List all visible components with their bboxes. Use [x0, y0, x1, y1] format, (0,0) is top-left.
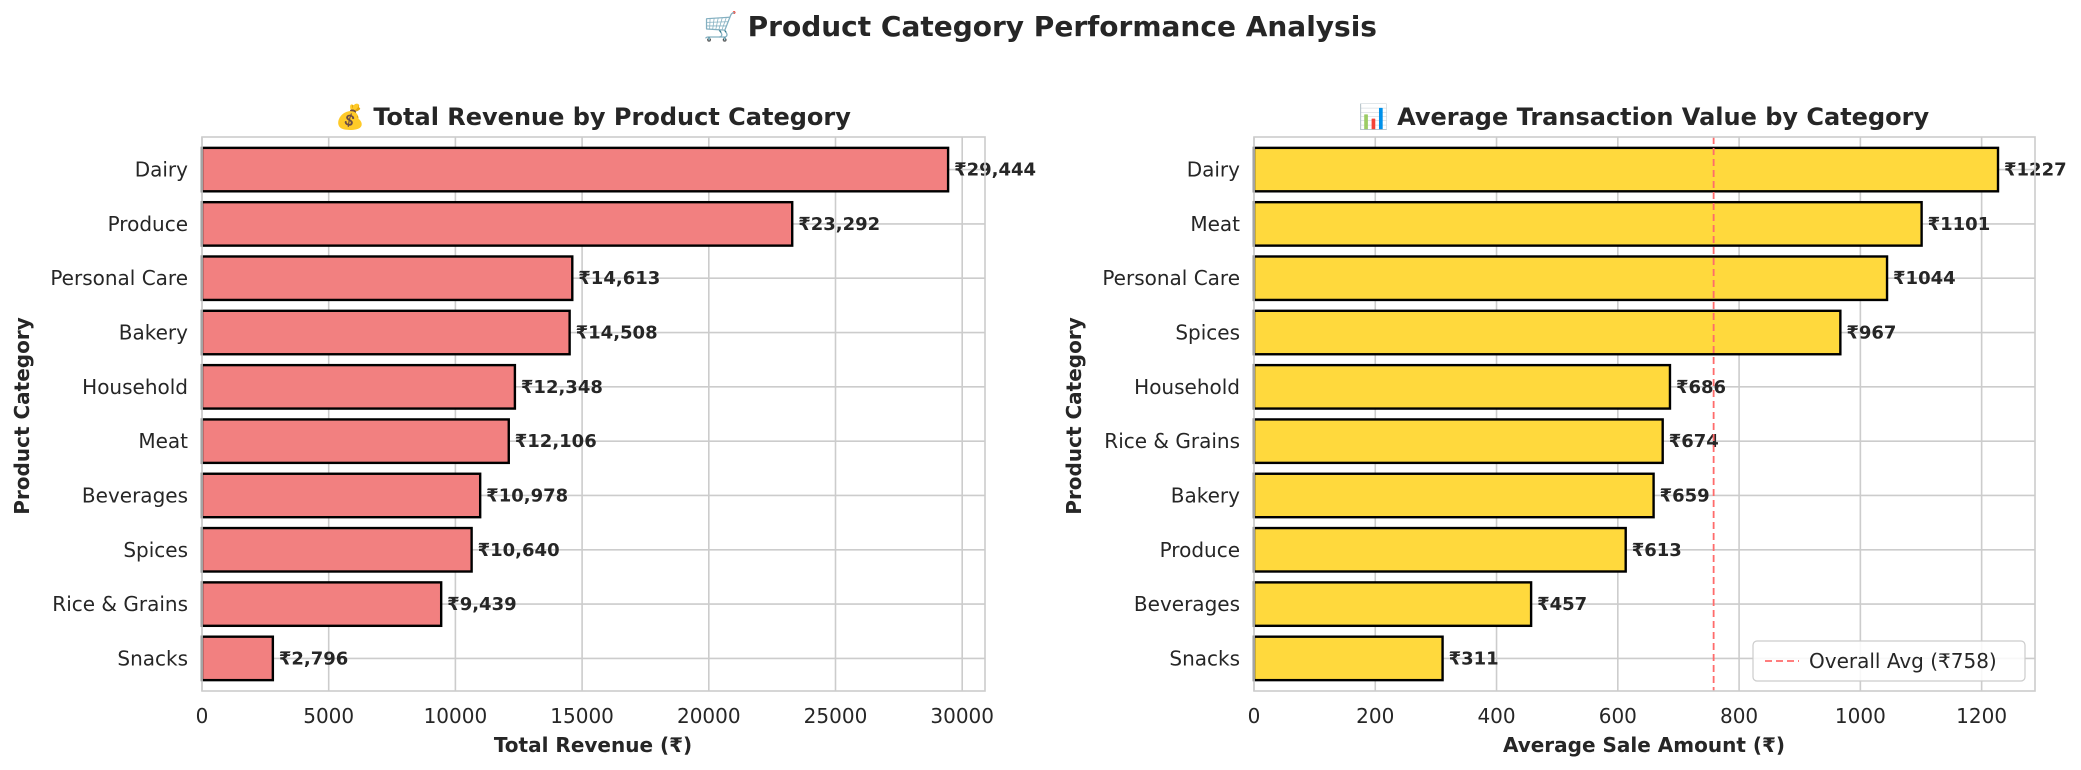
avg-transaction-value-label: ₹457	[1537, 594, 1587, 615]
avg-transaction-value-label: ₹674	[1669, 431, 1719, 452]
avg-transaction-axes-frame	[1253, 136, 2036, 692]
revenue-category-label: Rice & Grains	[52, 592, 188, 616]
avg-transaction-bar	[1252, 581, 1533, 628]
avg-transaction-category-label: Meat	[1190, 212, 1240, 236]
revenue-x-tick-label: 25000	[804, 704, 868, 728]
avg-transaction-chart-panel: 📊 Average Transaction Value by Category …	[1062, 103, 2067, 757]
avg-transaction-bar	[1252, 418, 1664, 465]
revenue-x-tick-label: 15000	[550, 704, 614, 728]
revenue-chart-title: 💰 Total Revenue by Product Category	[335, 103, 851, 131]
revenue-bar	[200, 146, 950, 193]
avg-transaction-category-label: Bakery	[1171, 483, 1240, 507]
avg-transaction-category-label: Rice & Grains	[1104, 429, 1240, 453]
revenue-value-label: ₹14,508	[576, 323, 658, 344]
revenue-category-label: Dairy	[135, 158, 188, 182]
revenue-axes-frame	[201, 136, 986, 692]
revenue-x-tick-label: 30000	[930, 704, 994, 728]
avg-transaction-bar	[1252, 146, 2000, 193]
avg-transaction-bar	[1252, 635, 1444, 682]
legend-box	[1752, 640, 2026, 682]
avg-transaction-y-axis-label: Product Category	[1062, 317, 1086, 514]
avg-transaction-value-label: ₹1044	[1893, 268, 1956, 289]
revenue-x-tick-label: 5000	[303, 704, 354, 728]
revenue-bar	[200, 581, 443, 628]
avg-transaction-bar	[1252, 472, 1655, 519]
revenue-bar	[200, 635, 275, 682]
revenue-category-label: Bakery	[119, 321, 188, 345]
revenue-y-axis-label: Product Category	[10, 317, 34, 514]
avg-transaction-bar	[1252, 526, 1627, 573]
revenue-bar	[200, 255, 574, 302]
revenue-chart-panel: 💰 Total Revenue by Product Category Tota…	[10, 103, 1036, 757]
revenue-category-label: Produce	[108, 212, 188, 236]
avg-transaction-category-label: Personal Care	[1102, 266, 1240, 290]
revenue-value-label: ₹29,444	[954, 160, 1036, 181]
revenue-value-label: ₹14,613	[578, 268, 660, 289]
avg-transaction-bar	[1252, 363, 1672, 410]
revenue-bar	[200, 472, 482, 519]
revenue-value-label: ₹23,292	[798, 214, 880, 235]
avg-transaction-x-tick-label: 0	[1248, 704, 1261, 728]
revenue-bar	[200, 418, 510, 465]
revenue-category-label: Personal Care	[50, 266, 188, 290]
revenue-x-tick-label: 20000	[677, 704, 741, 728]
revenue-category-label: Spices	[123, 538, 188, 562]
revenue-bar	[200, 363, 517, 410]
avg-transaction-x-tick-label: 1000	[1835, 704, 1886, 728]
avg-transaction-category-label: Produce	[1160, 538, 1240, 562]
figure-title: 🛒 Product Category Performance Analysis	[703, 10, 1377, 43]
revenue-category-label: Beverages	[82, 483, 188, 507]
revenue-value-label: ₹12,348	[521, 377, 603, 398]
avg-transaction-value-label: ₹967	[1846, 323, 1896, 344]
avg-transaction-x-tick-label: 600	[1599, 704, 1637, 728]
revenue-value-label: ₹9,439	[447, 594, 516, 615]
revenue-bar	[200, 200, 794, 247]
revenue-value-label: ₹2,796	[279, 648, 348, 669]
avg-transaction-x-tick-label: 400	[1477, 704, 1515, 728]
revenue-category-label: Snacks	[117, 646, 188, 670]
revenue-bar	[200, 526, 473, 573]
avg-transaction-legend: Overall Avg (₹758)	[1752, 640, 2026, 682]
avg-transaction-category-label: Spices	[1175, 321, 1240, 345]
avg-transaction-value-label: ₹613	[1632, 540, 1682, 561]
revenue-value-label: ₹10,978	[486, 485, 568, 506]
avg-transaction-x-tick-label: 800	[1720, 704, 1758, 728]
avg-transaction-category-label: Snacks	[1169, 646, 1240, 670]
avg-transaction-x-axis-label: Average Sale Amount (₹)	[1503, 733, 1785, 757]
revenue-x-tick-label: 0	[196, 704, 209, 728]
avg-transaction-value-label: ₹311	[1449, 648, 1499, 669]
avg-transaction-chart-title: 📊 Average Transaction Value by Category	[1359, 103, 1930, 131]
revenue-value-label: ₹10,640	[478, 540, 560, 561]
revenue-x-tick-label: 10000	[424, 704, 488, 728]
avg-transaction-value-label: ₹1101	[1928, 214, 1991, 235]
avg-transaction-category-label: Dairy	[1187, 158, 1240, 182]
revenue-category-label: Household	[82, 375, 188, 399]
avg-transaction-bar	[1252, 255, 1889, 302]
avg-transaction-bar	[1252, 309, 1842, 356]
revenue-category-label: Meat	[138, 429, 188, 453]
avg-transaction-value-label: ₹686	[1676, 377, 1726, 398]
avg-transaction-category-label: Beverages	[1134, 592, 1240, 616]
revenue-bar	[200, 309, 571, 356]
avg-transaction-x-tick-label: 1200	[1956, 704, 2007, 728]
avg-transaction-bar	[1252, 200, 1923, 247]
revenue-value-label: ₹12,106	[515, 431, 597, 452]
avg-transaction-category-label: Household	[1134, 375, 1240, 399]
avg-transaction-value-label: ₹659	[1660, 485, 1710, 506]
avg-transaction-x-tick-label: 200	[1356, 704, 1394, 728]
revenue-x-axis-label: Total Revenue (₹)	[494, 733, 692, 757]
legend-label: Overall Avg (₹758)	[1809, 649, 1997, 673]
